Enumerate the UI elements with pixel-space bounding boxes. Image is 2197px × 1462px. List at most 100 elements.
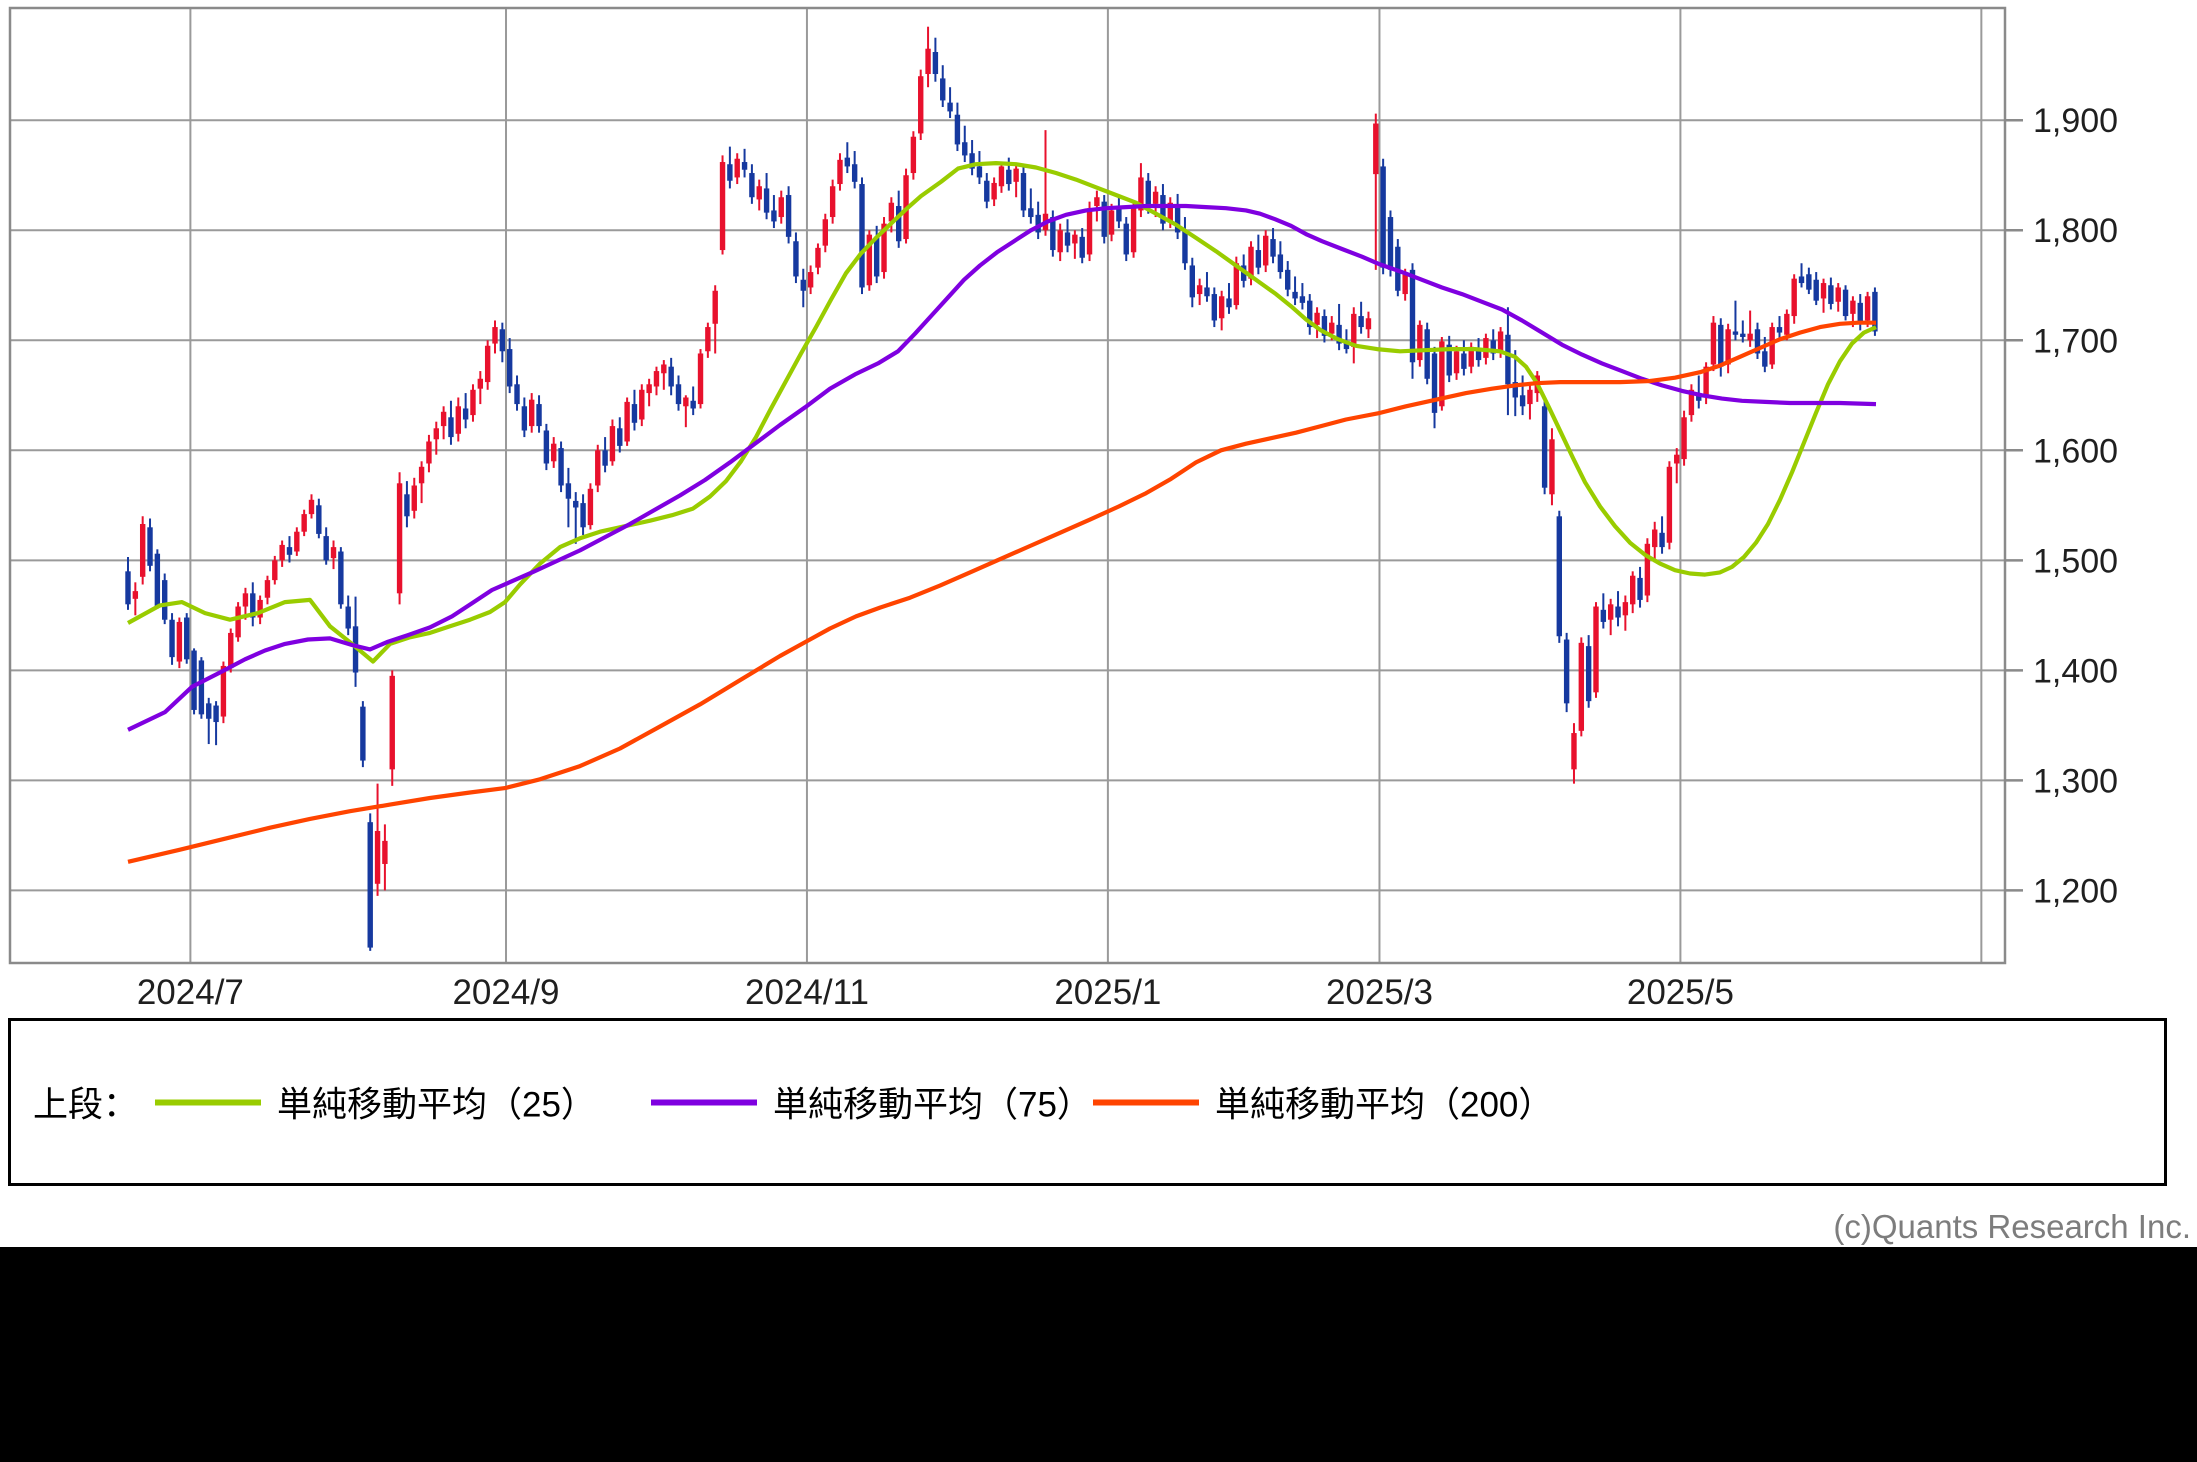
candle-body	[374, 830, 381, 884]
candle-body	[1615, 606, 1621, 618]
candle-body	[1439, 341, 1445, 407]
candle-body	[1725, 329, 1731, 365]
candle-body	[631, 404, 638, 423]
candle-body	[1468, 346, 1474, 367]
candle-body	[345, 606, 351, 629]
sma-25-line	[126, 161, 1877, 664]
sma200-label: 単純移動平均（200）	[1215, 1085, 1554, 1125]
candle-body	[976, 166, 983, 178]
chart-frame	[8, 6, 2007, 965]
candle-body	[404, 494, 410, 517]
candle-body	[169, 619, 175, 658]
candle-body	[1307, 300, 1313, 328]
candle-body	[1688, 389, 1695, 416]
candle-body	[220, 665, 227, 717]
legend-item-sma75: 単純移動平均（75）	[651, 1077, 1092, 1128]
candle-body	[1174, 206, 1181, 233]
candle-body	[851, 164, 858, 182]
candle-body	[1784, 313, 1790, 335]
candle-body	[1740, 333, 1746, 337]
candle-body	[932, 52, 939, 75]
candle-body	[1182, 230, 1188, 264]
candle-body	[235, 606, 241, 638]
candle-body	[360, 706, 366, 761]
candle-body	[257, 599, 263, 618]
candle-body	[617, 428, 623, 446]
candle-body	[1497, 331, 1504, 352]
candle-body	[1850, 300, 1856, 314]
candle-body	[1299, 296, 1306, 303]
candle-body	[1336, 324, 1342, 344]
legend-item-sma200: 単純移動平均（200）	[1093, 1077, 1553, 1128]
candle-body	[1160, 195, 1166, 224]
candle-body	[1167, 202, 1173, 222]
y-axis-label: 1,900	[2033, 102, 2118, 140]
candle-body	[675, 384, 682, 405]
candle-body	[1358, 316, 1364, 328]
candle-body	[1842, 289, 1849, 317]
sma25-line-swatch	[155, 1099, 261, 1105]
candle-body	[1622, 602, 1629, 616]
candle-body	[308, 499, 315, 515]
candle-body	[147, 527, 153, 566]
candle-body	[1028, 208, 1034, 218]
candle-body	[1461, 353, 1467, 369]
candle-body	[1270, 239, 1276, 257]
candle-body	[1718, 324, 1724, 367]
candle-body	[873, 236, 880, 277]
candle-body	[896, 206, 902, 242]
candle-body	[1013, 168, 1019, 182]
candle-body	[1417, 324, 1423, 361]
x-axis-label: 2024/9	[452, 973, 559, 1012]
candle-body	[947, 102, 953, 112]
candle-body	[139, 524, 146, 577]
candle-body	[1138, 177, 1144, 211]
candle-body	[206, 703, 212, 719]
sma25-label: 単純移動平均（25）	[277, 1085, 596, 1125]
candle-body	[330, 547, 337, 559]
candle-body	[1835, 287, 1841, 302]
candle-body	[881, 223, 887, 273]
candle-body	[1696, 395, 1702, 401]
candle-body	[837, 159, 843, 185]
candle-body	[448, 417, 454, 438]
sma200-line-swatch	[1093, 1099, 1199, 1105]
candle-body	[815, 247, 821, 268]
candle-body	[484, 345, 491, 383]
y-axis-label: 1,300	[2033, 762, 2118, 800]
candle-body	[316, 505, 322, 534]
candle-body	[1086, 208, 1093, 255]
candle-body	[1747, 333, 1753, 341]
y-axis-label: 1,800	[2033, 212, 2118, 250]
candle-body	[969, 153, 975, 169]
candle-body	[1145, 180, 1151, 208]
candle-body	[1630, 575, 1636, 605]
candle-body	[624, 401, 630, 442]
candle-body	[1218, 296, 1225, 319]
candle-body	[1754, 329, 1761, 354]
candle-body	[910, 136, 917, 174]
candle-body	[242, 593, 249, 607]
candle-body	[888, 202, 895, 222]
y-axis-label: 1,200	[2033, 872, 2118, 910]
candle-body	[426, 441, 432, 464]
candle-body	[1776, 327, 1783, 333]
candle-body	[191, 650, 197, 710]
candle-body	[162, 580, 168, 620]
candle-body	[1189, 265, 1195, 298]
candle-body	[1571, 733, 1577, 770]
sma75-label: 単純移動平均（75）	[773, 1085, 1092, 1125]
candle-body	[272, 560, 278, 581]
candle-body	[1079, 236, 1085, 258]
candle-body	[580, 503, 586, 528]
candle-body	[1659, 532, 1665, 548]
candle-body	[763, 188, 770, 213]
candle-body	[646, 384, 652, 394]
candle-body	[521, 406, 528, 431]
candle-body	[1475, 349, 1482, 361]
candle-body	[653, 371, 660, 387]
candle-body	[1263, 235, 1269, 266]
y-axis-label: 1,600	[2033, 432, 2118, 470]
